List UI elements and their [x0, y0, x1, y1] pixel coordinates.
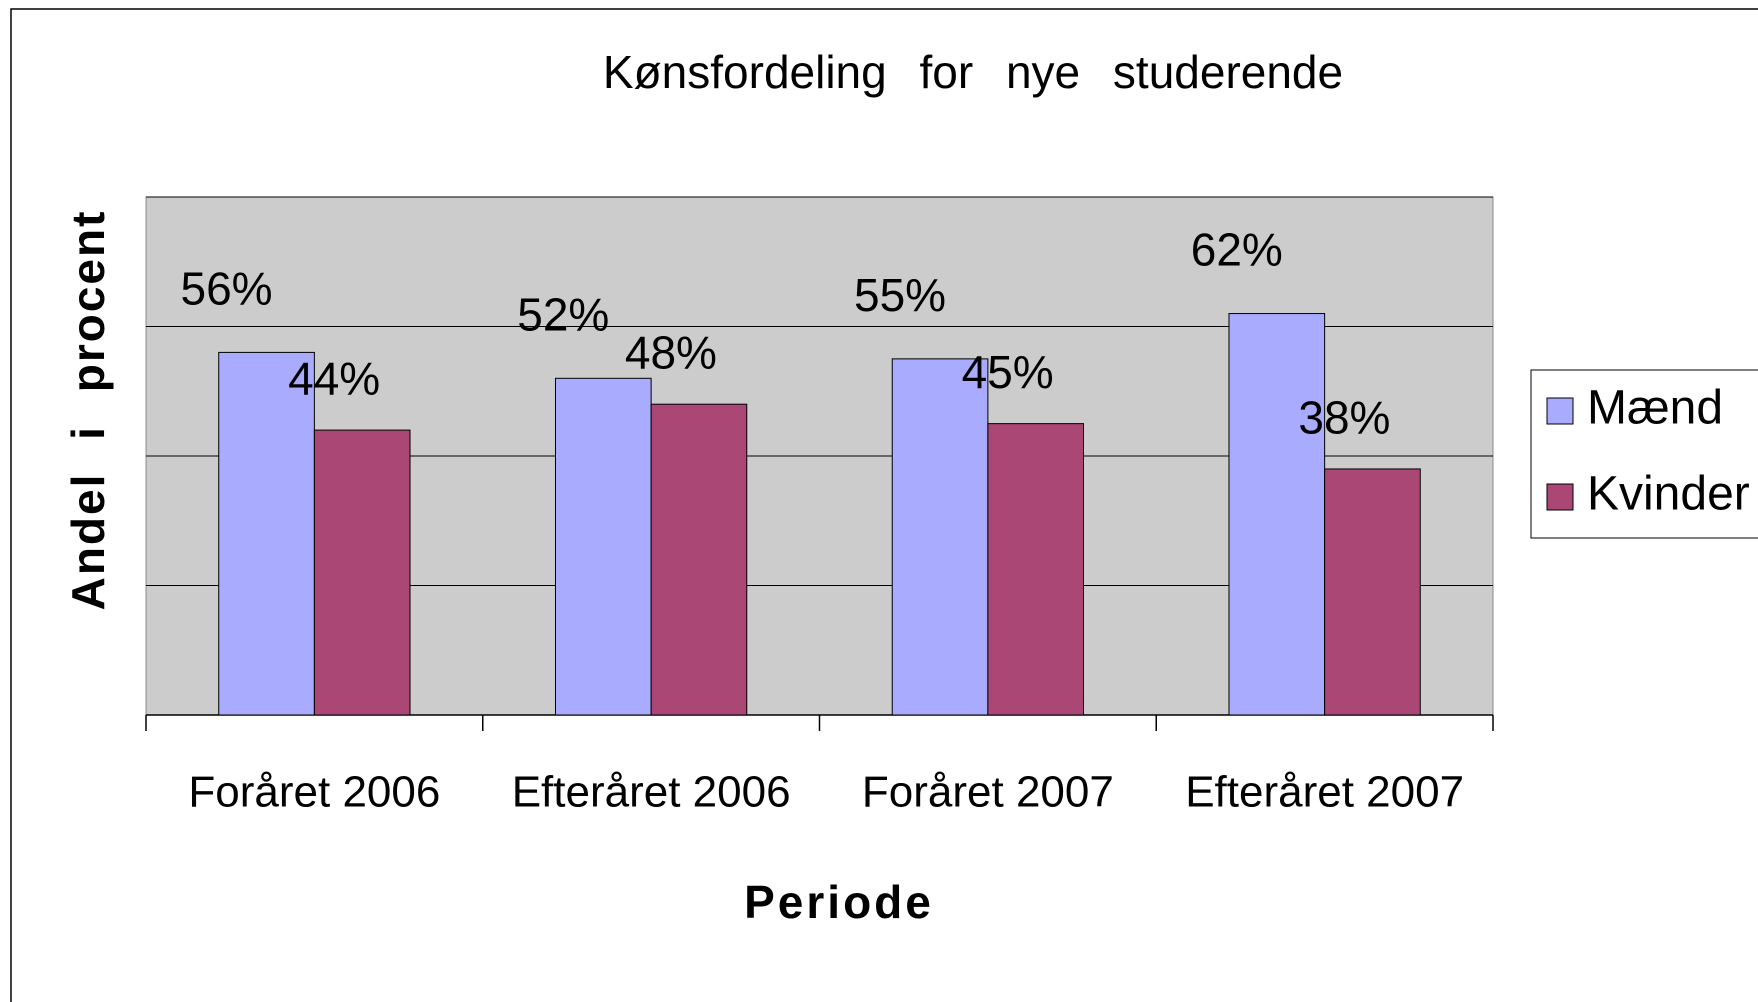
- x-axis-label: Periode: [744, 876, 934, 928]
- x-tick-label: Foråret 2007: [862, 768, 1114, 817]
- data-label: 55%: [854, 269, 946, 321]
- legend-label: Kvinder: [1587, 468, 1750, 521]
- data-label: 62%: [1191, 224, 1283, 276]
- x-tick-label: Efteråret 2006: [512, 768, 791, 817]
- bar: [987, 423, 1085, 716]
- bar: [1324, 468, 1421, 716]
- bar: [891, 358, 989, 716]
- x-tick-label: Efteråret 2007: [1185, 768, 1464, 817]
- bar: [1228, 313, 1326, 716]
- data-label: 44%: [288, 352, 380, 404]
- legend-swatch: [1546, 397, 1574, 425]
- legend-label: Mænd: [1587, 382, 1723, 435]
- x-tick-label: Foråret 2006: [188, 768, 440, 817]
- chart-title: Kønsfordeling for nye studerende: [603, 46, 1343, 98]
- legend-swatch: [1546, 483, 1574, 511]
- data-label: 52%: [517, 288, 609, 340]
- data-label: 45%: [962, 346, 1054, 398]
- data-label: 38%: [1298, 391, 1390, 443]
- bar: [218, 351, 315, 716]
- y-axis-label: Andel i procent: [62, 210, 114, 611]
- bar: [554, 377, 652, 716]
- bar: [650, 403, 748, 716]
- bar: [313, 429, 411, 716]
- data-label: 56%: [181, 262, 273, 314]
- data-label: 48%: [625, 327, 717, 379]
